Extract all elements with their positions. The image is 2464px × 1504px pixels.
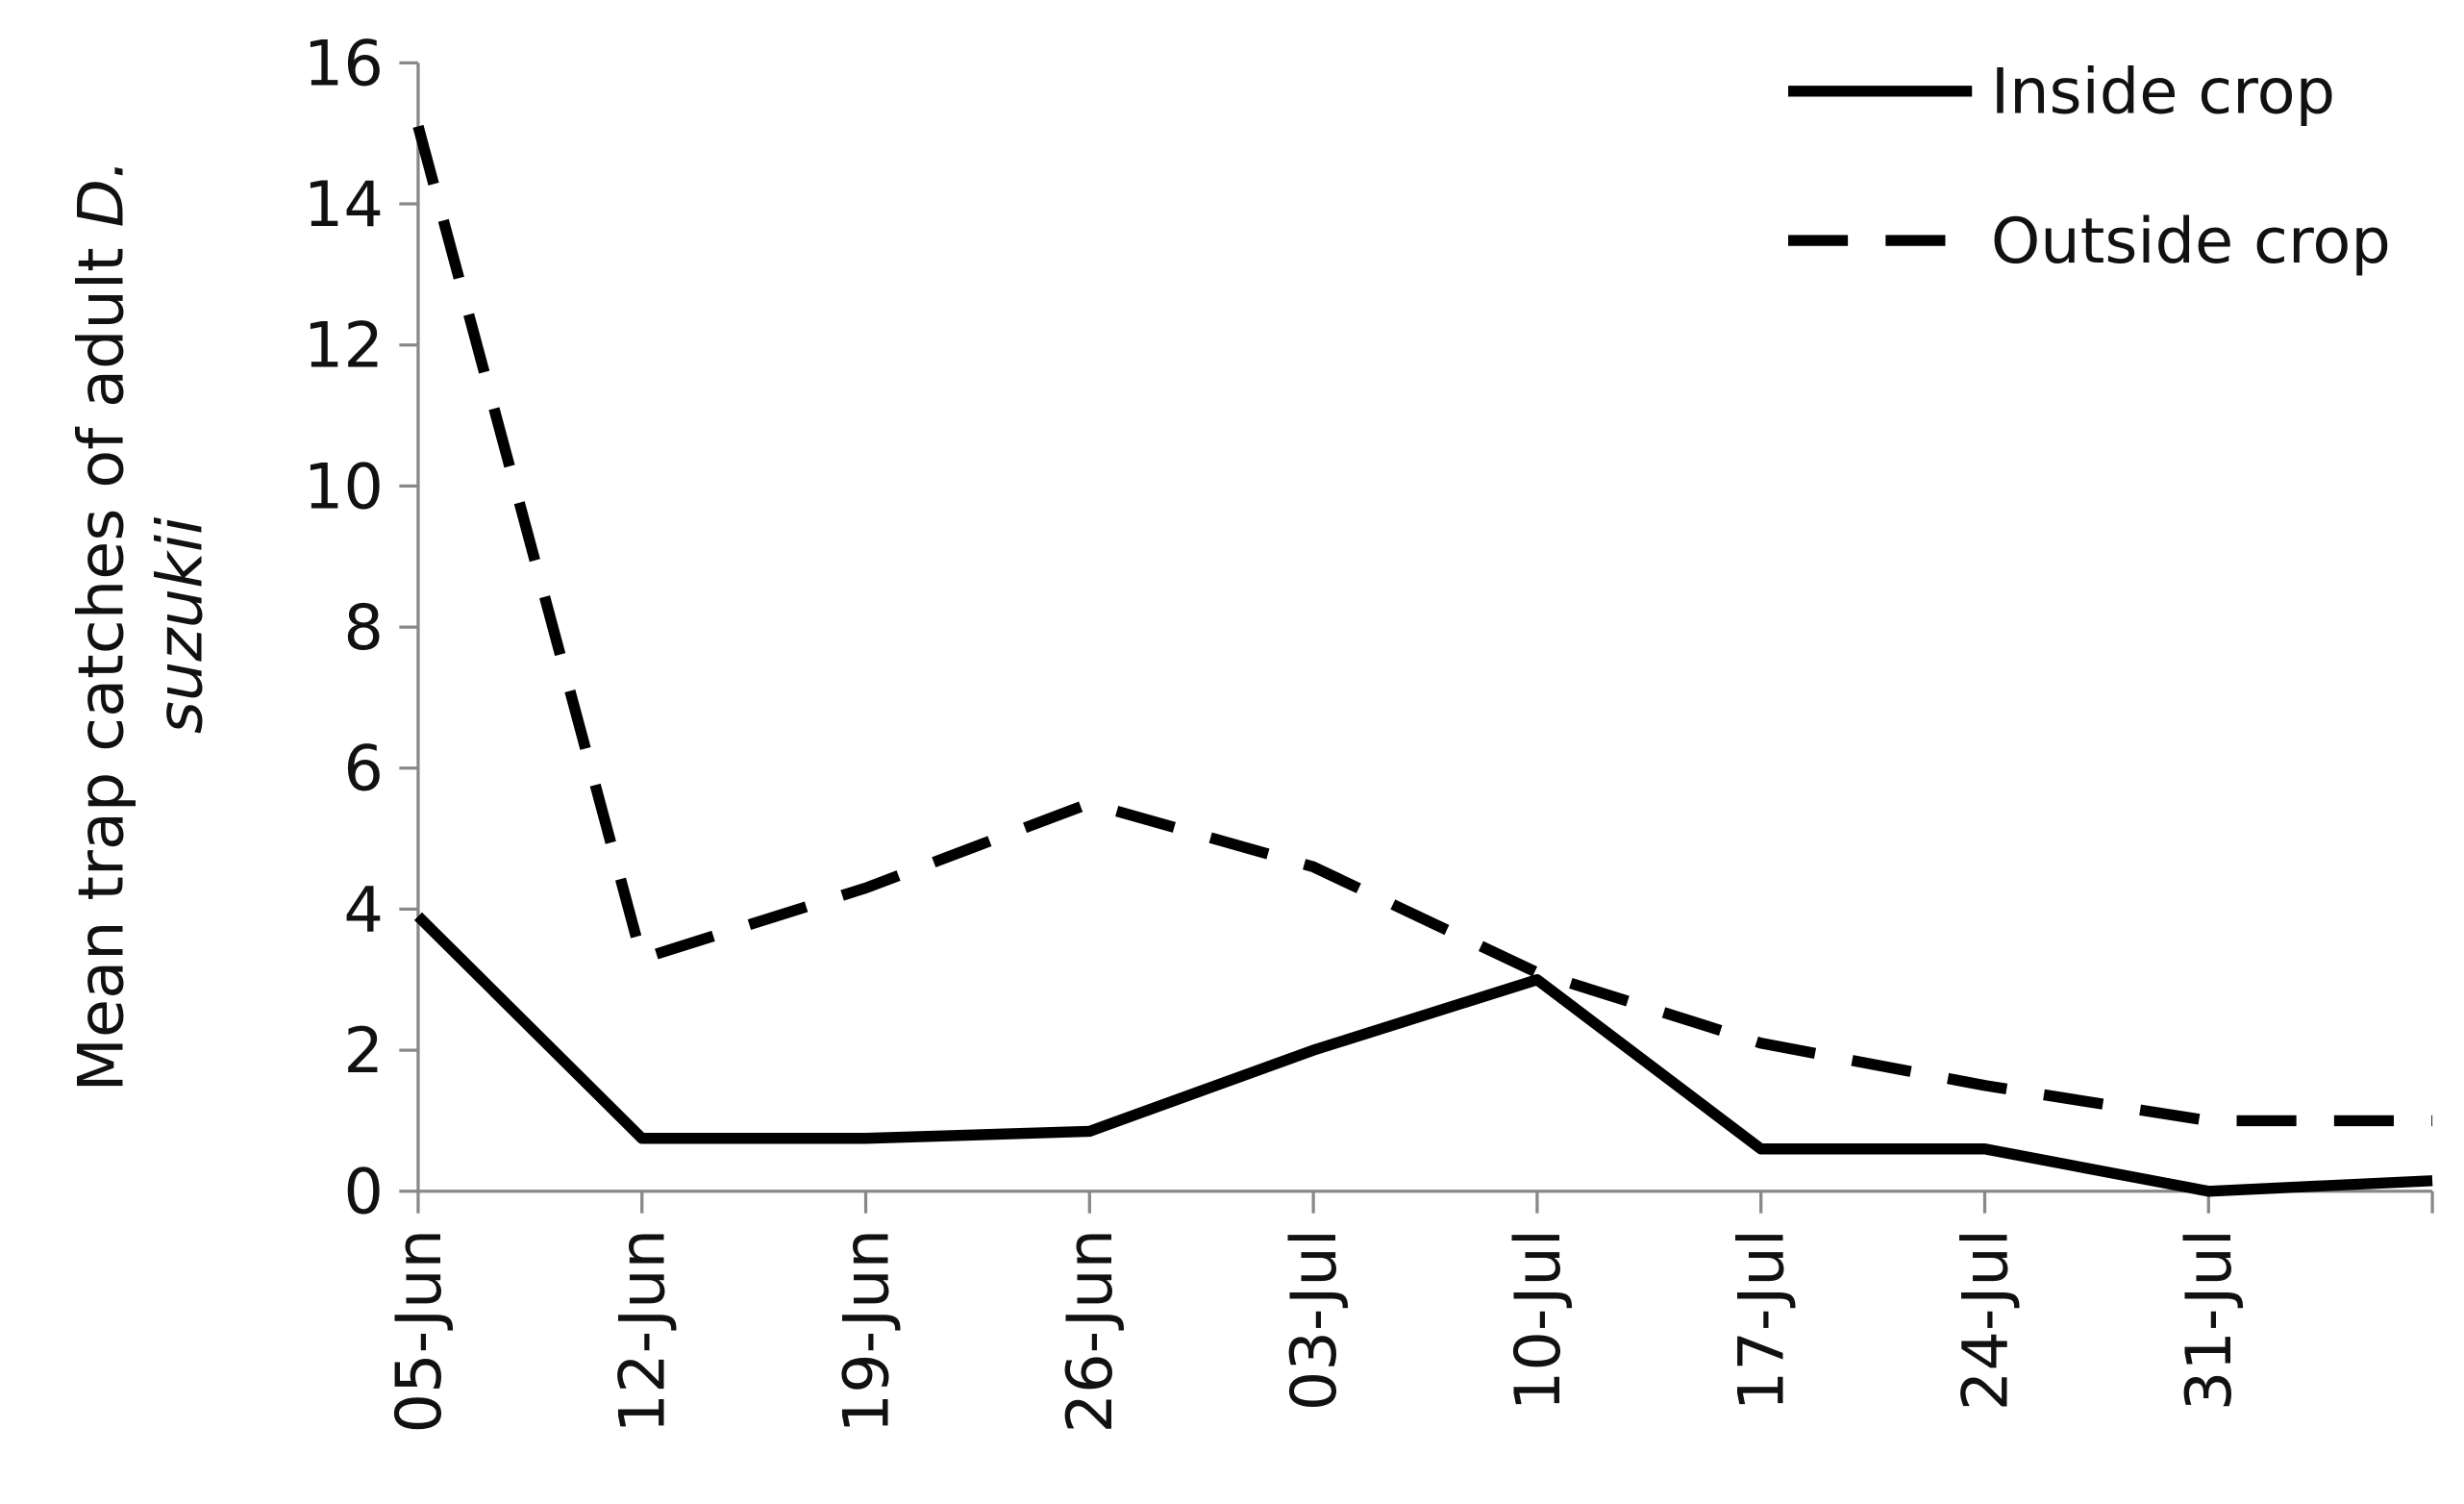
y-tick-label: 2 <box>343 1015 384 1088</box>
y-tick-label: 6 <box>343 733 384 806</box>
x-tick-label: 31-Jul <box>2173 1229 2246 1411</box>
y-tick-label: 8 <box>343 591 384 664</box>
series-line <box>413 912 2433 1197</box>
y-tick-label: 10 <box>304 450 384 523</box>
y-axis-label-line2: suzukii <box>143 517 216 734</box>
x-tick-label: 17-Jul <box>1726 1229 1799 1411</box>
y-axis-label-text: Mean trap catches of adult <box>65 247 138 1091</box>
x-tick-label: 12-Jun <box>607 1229 680 1434</box>
y-axis-label-italic: D. <box>65 159 138 227</box>
series-line <box>412 124 2433 1127</box>
legend-label: Outside crop <box>1991 205 2391 278</box>
legend-label: Inside crop <box>1991 56 2335 129</box>
y-axis-label: Mean trap catches of adult D. <box>65 159 138 1091</box>
x-tick-label: 24-Jul <box>1949 1229 2022 1411</box>
y-tick-label: 14 <box>304 168 384 241</box>
y-tick-label: 12 <box>304 310 384 383</box>
y-tick-label: 0 <box>343 1156 384 1229</box>
x-tick-label: 10-Jul <box>1502 1229 1575 1411</box>
x-tick-label: 05-Jun <box>383 1229 456 1434</box>
y-tick-label: 16 <box>304 27 384 100</box>
x-tick-label: 19-Jun <box>830 1229 903 1434</box>
y-tick-label: 4 <box>343 873 384 946</box>
x-tick-label: 26-Jun <box>1054 1229 1127 1434</box>
x-tick-label: 03-Jul <box>1278 1229 1351 1411</box>
